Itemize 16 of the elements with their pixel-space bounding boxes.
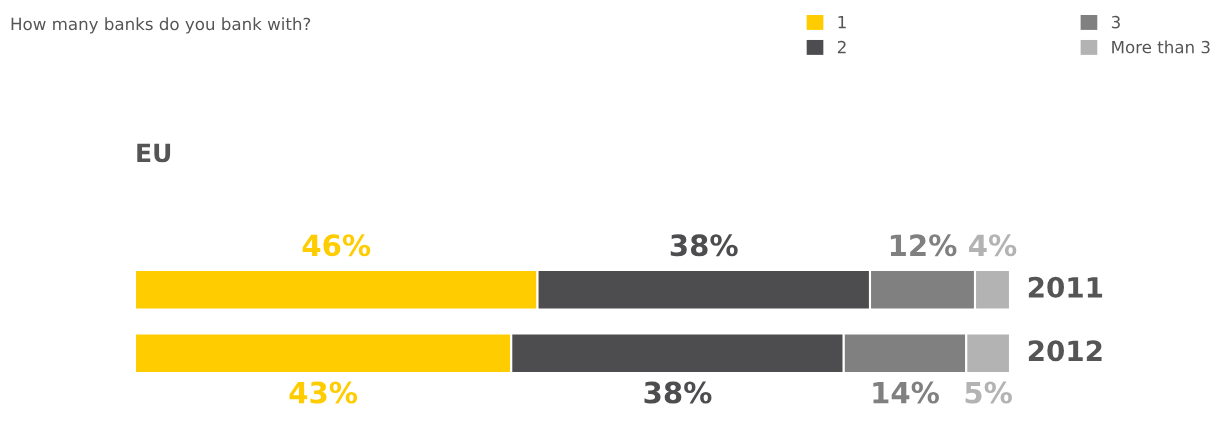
y-tick-label: 2011 <box>1028 276 1103 298</box>
legend-label: 2 <box>837 40 846 54</box>
data-label: 12% <box>890 234 957 257</box>
data-label: 46% <box>302 234 371 257</box>
legend-label: More than 3 <box>1112 40 1210 54</box>
data-label: 43% <box>289 381 358 404</box>
data-label: 38% <box>670 234 738 257</box>
legend-label: 1 <box>838 16 846 29</box>
data-label: 38% <box>644 381 712 404</box>
y-tick-label: 2012 <box>1028 340 1102 362</box>
data-label: 14% <box>873 381 939 404</box>
chart-subtitle: EU <box>137 143 171 163</box>
chart-title: How many banks do you bank with? <box>11 17 311 34</box>
data-label: 4% <box>969 234 1017 257</box>
data-label: 5% <box>965 381 1012 404</box>
legend-label: 3 <box>1111 15 1120 29</box>
